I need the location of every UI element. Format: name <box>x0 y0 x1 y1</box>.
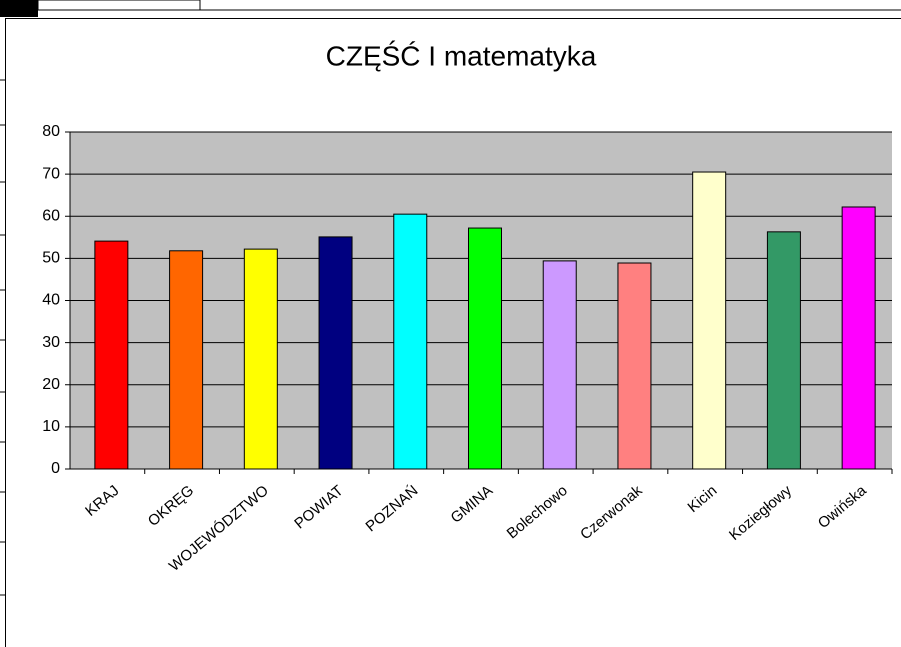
bar <box>542 260 577 470</box>
corner-cell <box>0 0 38 17</box>
y-tick-label: 30 <box>42 334 60 351</box>
bar <box>692 171 727 470</box>
y-tick-label: 0 <box>51 460 60 477</box>
bar <box>468 227 502 470</box>
chart-title: CZĘŚĆ I matematyka <box>326 39 597 71</box>
bar <box>169 250 204 470</box>
bar <box>393 213 428 470</box>
bar <box>617 262 652 470</box>
y-tick-label: 50 <box>42 250 60 267</box>
bar <box>318 236 353 470</box>
y-tick-label: 20 <box>42 376 60 393</box>
bar <box>841 206 876 470</box>
y-tick-label: 70 <box>42 165 60 182</box>
bar <box>94 240 129 470</box>
y-tick-label: 40 <box>42 292 60 309</box>
bar <box>766 231 801 470</box>
row-headers <box>0 79 5 596</box>
name-box <box>37 0 201 11</box>
bar <box>243 248 278 470</box>
y-tick-label: 60 <box>42 207 60 224</box>
y-tick-label: 10 <box>42 418 60 435</box>
y-tick-label: 80 <box>42 123 60 140</box>
